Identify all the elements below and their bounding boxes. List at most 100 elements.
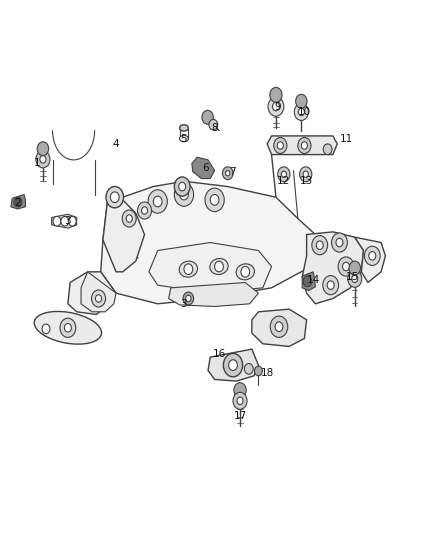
Polygon shape	[101, 181, 315, 304]
Circle shape	[298, 108, 304, 116]
Polygon shape	[302, 272, 315, 290]
Circle shape	[301, 142, 307, 149]
Circle shape	[294, 103, 308, 120]
Circle shape	[215, 261, 223, 272]
Circle shape	[141, 207, 148, 214]
Text: 17: 17	[233, 411, 247, 421]
Circle shape	[303, 276, 312, 287]
Circle shape	[229, 360, 237, 370]
Ellipse shape	[180, 135, 188, 142]
Ellipse shape	[34, 311, 102, 344]
Circle shape	[241, 266, 250, 277]
Ellipse shape	[179, 261, 198, 277]
Circle shape	[148, 190, 167, 213]
Text: 8: 8	[211, 123, 218, 133]
Text: 12: 12	[277, 176, 290, 186]
Circle shape	[92, 290, 106, 307]
Circle shape	[233, 392, 247, 409]
Circle shape	[298, 138, 311, 154]
Circle shape	[60, 318, 76, 337]
Circle shape	[303, 171, 308, 177]
Circle shape	[106, 187, 124, 208]
Polygon shape	[169, 282, 258, 306]
Text: 16: 16	[212, 350, 226, 359]
Circle shape	[323, 144, 332, 155]
Circle shape	[209, 119, 218, 130]
Circle shape	[202, 110, 213, 124]
Circle shape	[364, 246, 380, 265]
Circle shape	[226, 171, 230, 176]
Circle shape	[205, 188, 224, 212]
Circle shape	[254, 366, 262, 376]
Circle shape	[336, 238, 343, 247]
Polygon shape	[149, 243, 272, 293]
Circle shape	[184, 264, 193, 274]
Text: 5: 5	[180, 134, 187, 143]
Circle shape	[296, 94, 307, 108]
Circle shape	[300, 167, 312, 182]
Text: 3: 3	[180, 299, 187, 309]
Circle shape	[210, 195, 219, 205]
Circle shape	[223, 353, 243, 377]
Text: 15: 15	[346, 272, 359, 282]
Ellipse shape	[180, 125, 188, 131]
Circle shape	[237, 397, 243, 405]
Text: 1: 1	[34, 158, 41, 167]
Polygon shape	[103, 200, 145, 272]
Circle shape	[37, 142, 49, 156]
Circle shape	[223, 167, 233, 180]
Circle shape	[343, 262, 350, 271]
Circle shape	[332, 233, 347, 252]
Circle shape	[274, 138, 287, 154]
Text: 14: 14	[307, 275, 320, 285]
Circle shape	[278, 167, 290, 182]
Polygon shape	[208, 349, 258, 381]
Circle shape	[270, 87, 282, 102]
Circle shape	[275, 322, 283, 332]
Text: 7: 7	[229, 167, 236, 177]
Circle shape	[110, 192, 119, 203]
Text: 6: 6	[202, 163, 209, 173]
Polygon shape	[252, 309, 307, 346]
Circle shape	[281, 171, 286, 177]
Circle shape	[153, 196, 162, 207]
Circle shape	[122, 210, 136, 227]
Polygon shape	[355, 237, 385, 282]
Circle shape	[174, 183, 194, 206]
Circle shape	[327, 281, 334, 289]
Polygon shape	[81, 272, 116, 312]
Circle shape	[95, 295, 102, 302]
Circle shape	[316, 241, 323, 249]
Circle shape	[40, 156, 46, 163]
Circle shape	[61, 216, 69, 226]
Circle shape	[183, 292, 194, 305]
Circle shape	[179, 182, 186, 191]
Text: 13: 13	[300, 176, 313, 186]
Text: 4: 4	[113, 139, 120, 149]
Circle shape	[312, 236, 328, 255]
Text: 11: 11	[339, 134, 353, 143]
Circle shape	[272, 102, 279, 111]
Circle shape	[36, 151, 50, 168]
Text: 3: 3	[64, 216, 71, 226]
Circle shape	[64, 324, 71, 332]
Ellipse shape	[210, 259, 228, 274]
Circle shape	[270, 316, 288, 337]
Circle shape	[338, 257, 354, 276]
Polygon shape	[267, 136, 337, 155]
Polygon shape	[192, 157, 215, 179]
Circle shape	[234, 383, 246, 398]
Circle shape	[369, 252, 376, 260]
Circle shape	[53, 216, 61, 226]
Polygon shape	[52, 214, 77, 228]
Text: 10: 10	[298, 107, 311, 117]
Circle shape	[277, 142, 283, 149]
Circle shape	[126, 215, 132, 222]
Circle shape	[180, 189, 188, 200]
Circle shape	[323, 276, 339, 295]
Text: 9: 9	[275, 102, 282, 111]
Circle shape	[349, 261, 360, 275]
Circle shape	[42, 324, 50, 334]
Text: 2: 2	[14, 198, 21, 207]
Circle shape	[244, 364, 253, 374]
